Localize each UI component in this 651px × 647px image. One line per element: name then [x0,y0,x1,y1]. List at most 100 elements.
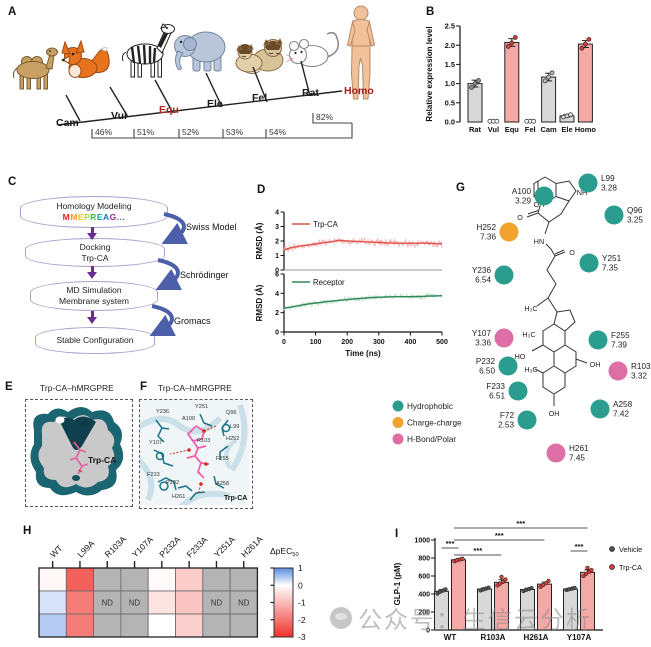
i-bar-R103A-Trp-CA [494,581,509,631]
residue-circle-F72 [517,410,537,430]
surface-cutaway-view: Trp-CA [30,407,124,496]
residue-name-R103: R103 [631,362,651,371]
panel-h-letter: H [23,525,32,537]
panel-b-chart: 0.0 0.5 1.0 1.5 2.0 2.5 Relative expression le… [422,2,651,152]
f-residue-R103: R103 [197,438,210,444]
legend-label-h: Hydrophobic [407,402,453,411]
panel-f-letter: F [140,381,148,393]
b-datapoint [509,40,515,46]
legend-label-p: H-Bond/Polar [407,435,456,444]
b-datapoint [568,112,573,118]
i-sig-stars: *** [575,542,584,551]
curved-arrow-icon [161,212,189,244]
b-datapoint [472,81,478,86]
atom-label-HO: HO [515,352,526,361]
species-label-Fel: Fel [252,92,267,104]
i-bar-H261A-Trp-CA [537,583,552,631]
h-col-Y251A: Y251A [212,534,237,559]
residue-sticks [153,413,231,501]
b-datapoint [586,37,592,42]
i-ytick: 1000 [414,538,430,545]
residue-name-Y236: Y236 [472,266,492,275]
f-residue-F233: F233 [147,472,160,478]
residue-circle-L99 [578,173,598,193]
h-cell-F233A-r1 [175,590,204,615]
i-bar-WT-Trp-CA [451,559,466,631]
sequence-letter: A [102,212,110,222]
b-datapoint [494,118,500,124]
d-ytick: 1 [275,253,279,260]
i-datapoint [443,587,448,592]
legend-label-c: Charge-charge [407,419,462,428]
identity-percent-rat: 82% [316,112,333,122]
residue-circle-Y107 [494,328,514,348]
identity-percent: 53% [226,127,243,137]
d-legend-Receptor: Receptor [313,278,345,287]
f-residue-F255: F255 [216,456,229,462]
b-datapoint [505,44,511,49]
sequence-letter: ... [116,212,126,222]
b-xtick-Homo: Homo [575,125,597,134]
h-col-F233A: F233A [184,534,209,559]
panel-g-letter: G [456,182,465,194]
b-ytick: 2.5 [445,22,455,31]
b-datapoint [549,70,555,76]
h-cell-L99A-r1 [65,590,94,615]
i-sig-stars: *** [473,546,482,555]
species-label-Equ: Equ [159,104,179,116]
identity-percent: 52% [182,127,199,137]
b-datapoint [469,85,474,90]
b-bar-Rat [467,83,483,123]
d-ytick: 3 [275,224,279,231]
f-residue-A100: A100 [182,416,195,422]
f-residue-A258: A258 [216,481,229,487]
i-datapoint [486,585,491,590]
ligand-sticks [69,441,89,475]
h-cbar-tick: 1 [298,563,303,573]
d-ytick: 4 [275,210,279,217]
sequence-letter: P [84,212,91,222]
identity-percent: 46% [95,127,112,137]
atom-label-OH: OH [590,360,601,369]
atom-label-OH: OH [549,409,560,418]
b-ytick: 0.0 [445,118,455,127]
flow-step-sublabel: Trp-CA [81,252,109,263]
residue-circle-P232 [498,356,518,376]
b-xtick-Equ: Equ [505,125,520,134]
d-xtick: 400 [405,339,417,346]
f-residue-H261: H261 [172,494,185,500]
flow-step-stable: Stable Configuration [35,327,155,354]
i-xtick-WT: WT [444,633,457,642]
flow-step-md: MD Simulation Membrane system [30,281,158,311]
h-cbar-tick: -3 [298,632,306,642]
residue-circle-H252 [499,222,519,242]
residue-num-F72: 2.53 [498,421,514,430]
h-cell-P232A-r2 [147,613,176,638]
sequence-letter: R [90,212,97,222]
d-smooth-trace [283,295,443,309]
residue-num-Y236: 6.54 [475,276,491,285]
i-ytick: 800 [418,556,430,563]
b-datapoint [546,74,551,80]
residue-num-H261: 7.45 [569,454,585,463]
i-datapoint [589,568,594,573]
i-xtick-R103A: R103A [481,633,506,642]
h-cell-WT-r1 [38,590,67,615]
d-xlabel: Time (ns) [345,349,381,358]
sequence-text: MMEPREAG... [63,212,126,223]
i-xtick-Y107A: Y107A [567,633,592,642]
i-datapoint [529,585,534,591]
b-datapoint [476,78,481,83]
residue-circle-Y251 [579,253,599,273]
i-ylabel: GLP-1 (pM) [393,562,402,605]
h-cell-Y107A-r0 [120,567,149,592]
residue-num-H252: 7.36 [480,233,496,242]
residue-name-A100: A100 [512,187,532,196]
fox-icon [60,39,110,78]
b-ytick: 1.0 [445,79,455,88]
residue-num-Q96: 3.25 [627,216,643,225]
h-cell-L99A-r0 [65,567,94,592]
d-xtick: 300 [373,339,385,346]
species-label-Homo: Homo [344,85,374,97]
residue-name-F233: F233 [486,382,505,391]
